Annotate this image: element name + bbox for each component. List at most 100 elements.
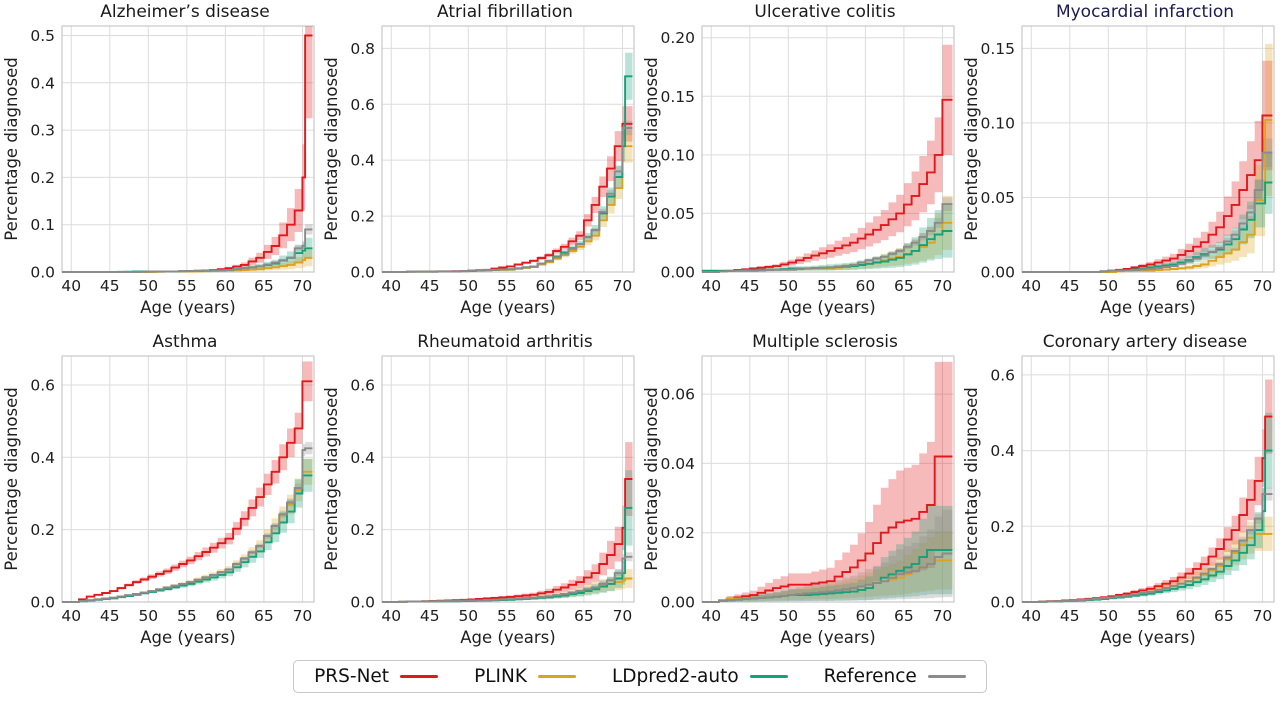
x-tick-labels: 40 45 50 55 60 65 70 bbox=[381, 607, 632, 625]
svg-text:0.2: 0.2 bbox=[30, 169, 55, 187]
svg-text:45: 45 bbox=[740, 607, 760, 625]
svg-text:50: 50 bbox=[138, 607, 158, 625]
svg-text:45: 45 bbox=[420, 277, 440, 295]
svg-text:60: 60 bbox=[1176, 607, 1196, 625]
x-axis-label: Age (years) bbox=[460, 628, 556, 647]
svg-text:60: 60 bbox=[216, 277, 236, 295]
svg-text:70: 70 bbox=[293, 277, 313, 295]
svg-text:0.6: 0.6 bbox=[350, 96, 375, 114]
legend-line-swatch bbox=[537, 674, 576, 679]
svg-text:45: 45 bbox=[740, 277, 760, 295]
svg-text:0.05: 0.05 bbox=[660, 205, 695, 223]
svg-text:0.10: 0.10 bbox=[660, 146, 695, 164]
svg-text:40: 40 bbox=[1021, 607, 1041, 625]
x-tick-labels: 40 45 50 55 60 65 70 bbox=[1021, 607, 1272, 625]
series-line-Reference bbox=[382, 127, 633, 273]
svg-text:50: 50 bbox=[778, 607, 798, 625]
svg-text:65: 65 bbox=[894, 277, 914, 295]
svg-text:0.3: 0.3 bbox=[30, 122, 55, 140]
svg-text:40: 40 bbox=[1021, 277, 1041, 295]
svg-text:0.6: 0.6 bbox=[30, 376, 55, 394]
ci-band-PLINK bbox=[1022, 43, 1273, 273]
chart-cell: Atrial fibrillation Percentage diagnosed… bbox=[320, 0, 640, 330]
svg-text:55: 55 bbox=[497, 277, 517, 295]
svg-text:55: 55 bbox=[497, 607, 517, 625]
svg-text:60: 60 bbox=[856, 277, 876, 295]
chart-canvas: 40 45 50 55 60 65 70 0.00 0.05 0.10 0.15 0.20 bbox=[660, 25, 955, 295]
plot-border bbox=[1021, 355, 1275, 603]
svg-text:55: 55 bbox=[177, 607, 197, 625]
svg-text:70: 70 bbox=[293, 607, 313, 625]
svg-text:50: 50 bbox=[458, 607, 478, 625]
y-tick-labels: 0.0 0.2 0.4 0.6 bbox=[350, 376, 375, 611]
svg-text:70: 70 bbox=[933, 607, 953, 625]
svg-text:0.15: 0.15 bbox=[660, 88, 695, 106]
svg-text:0.0: 0.0 bbox=[30, 594, 55, 612]
svg-text:0.0: 0.0 bbox=[30, 264, 55, 282]
chart-title: Multiple sclerosis bbox=[752, 332, 898, 352]
chart-title: Rheumatoid arthritis bbox=[417, 332, 593, 352]
gridlines bbox=[382, 356, 634, 603]
x-tick-labels: 40 45 50 55 60 65 70 bbox=[61, 277, 312, 295]
chart-title: Myocardial infarction bbox=[1055, 2, 1235, 22]
x-axis-label: Age (years) bbox=[140, 298, 236, 317]
series-line-Reference bbox=[62, 228, 313, 273]
legend-item: PRS-Net bbox=[314, 666, 439, 687]
x-axis-label: Age (years) bbox=[780, 628, 876, 647]
svg-text:0.4: 0.4 bbox=[990, 442, 1015, 460]
y-tick-labels: 0.00 0.05 0.10 0.15 0.20 bbox=[660, 29, 695, 281]
gridlines bbox=[702, 26, 954, 273]
chart-canvas: 40 45 50 55 60 65 70 0.0 0.2 0.4 0.6 0.8 bbox=[350, 25, 635, 295]
svg-text:65: 65 bbox=[254, 277, 274, 295]
svg-text:0.00: 0.00 bbox=[660, 594, 695, 612]
svg-text:50: 50 bbox=[778, 277, 798, 295]
legend-label: PRS-Net bbox=[314, 666, 390, 687]
svg-text:55: 55 bbox=[817, 607, 837, 625]
svg-text:60: 60 bbox=[216, 607, 236, 625]
chart-title: Ulcerative colitis bbox=[754, 2, 896, 22]
ci-band-PLINK bbox=[702, 531, 953, 602]
chart-canvas: 40 45 50 55 60 65 70 0.0 0.2 0.4 0.6 bbox=[990, 355, 1275, 625]
y-tick-labels: 0.00 0.02 0.04 0.06 bbox=[660, 386, 695, 612]
series-line-Reference bbox=[382, 555, 633, 603]
svg-text:45: 45 bbox=[1060, 607, 1080, 625]
svg-text:0.0: 0.0 bbox=[990, 594, 1015, 612]
svg-text:0.2: 0.2 bbox=[990, 518, 1015, 536]
series-line-Reference bbox=[1022, 493, 1273, 603]
series-line-Reference bbox=[702, 552, 953, 603]
y-tick-labels: 0.0 0.2 0.4 0.6 bbox=[30, 376, 55, 611]
legend-item: Reference bbox=[824, 666, 966, 687]
x-axis-label: Age (years) bbox=[780, 298, 876, 317]
svg-text:60: 60 bbox=[856, 607, 876, 625]
chart-cell: Asthma Percentage diagnosed 40 45 50 55 60 65… bbox=[0, 330, 320, 660]
ci-band-LDpred2-auto bbox=[702, 204, 953, 272]
legend-line-swatch bbox=[749, 674, 788, 679]
chart-title: Coronary artery disease bbox=[1042, 332, 1248, 352]
series-line-Reference bbox=[62, 447, 313, 603]
svg-text:0.4: 0.4 bbox=[30, 449, 55, 467]
plot-border bbox=[1021, 25, 1275, 273]
plot-border bbox=[61, 25, 315, 273]
x-tick-labels: 40 45 50 55 60 65 70 bbox=[61, 607, 312, 625]
svg-text:0.05: 0.05 bbox=[980, 189, 1015, 207]
legend-line-swatch bbox=[400, 674, 439, 679]
x-tick-labels: 40 45 50 55 60 65 70 bbox=[1021, 277, 1272, 295]
svg-text:40: 40 bbox=[381, 277, 401, 295]
series-line-PRS-Net bbox=[702, 98, 953, 272]
x-axis-label: Age (years) bbox=[460, 298, 556, 317]
svg-text:70: 70 bbox=[933, 277, 953, 295]
svg-text:0.10: 0.10 bbox=[980, 114, 1015, 132]
series-line-PRS-Net bbox=[702, 455, 953, 603]
chart-cell: Ulcerative colitis Percentage diagnosed … bbox=[640, 0, 960, 330]
chart-cell: Alzheimer’s disease Percentage diagnosed… bbox=[0, 0, 320, 330]
series-line-PRS-Net bbox=[62, 380, 313, 603]
chart-title: Asthma bbox=[152, 332, 218, 352]
svg-text:70: 70 bbox=[613, 277, 633, 295]
svg-text:55: 55 bbox=[1137, 607, 1157, 625]
svg-text:65: 65 bbox=[574, 277, 594, 295]
svg-text:50: 50 bbox=[458, 277, 478, 295]
svg-text:40: 40 bbox=[61, 607, 81, 625]
chart-canvas: 40 45 50 55 60 65 70 0.0 0.1 0.2 0.3 0.4 0.5 bbox=[30, 25, 315, 295]
svg-text:40: 40 bbox=[61, 277, 81, 295]
